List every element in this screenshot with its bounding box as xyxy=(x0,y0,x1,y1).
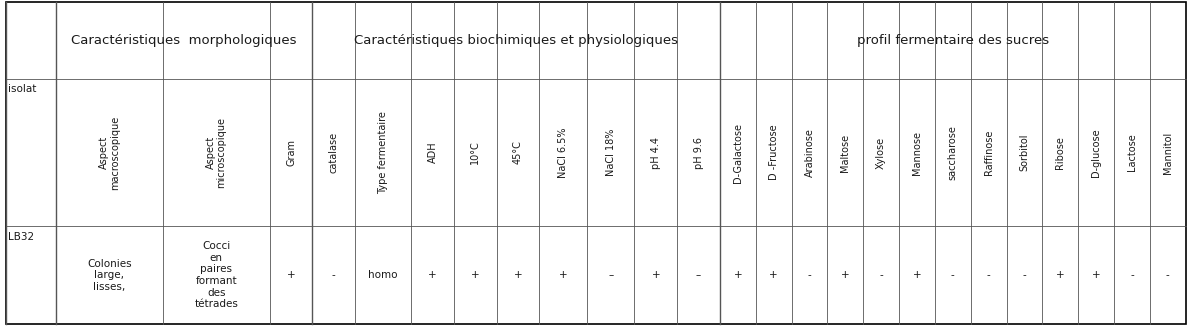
Text: -: - xyxy=(1023,270,1026,280)
Text: +: + xyxy=(513,270,523,280)
Text: +: + xyxy=(286,270,296,280)
Text: Arabinose: Arabinose xyxy=(804,128,815,177)
Text: +: + xyxy=(558,270,568,280)
Text: +: + xyxy=(733,270,742,280)
Text: ADH: ADH xyxy=(428,142,437,163)
Text: LB32: LB32 xyxy=(8,232,34,243)
Text: Maltose: Maltose xyxy=(840,133,851,171)
Text: Caractéristiques biochimiques et physiologiques: Caractéristiques biochimiques et physiol… xyxy=(354,34,678,47)
Text: Ribose: Ribose xyxy=(1055,136,1066,169)
Text: -: - xyxy=(879,270,883,280)
Text: 45°C: 45°C xyxy=(513,141,523,164)
Text: isolat: isolat xyxy=(8,84,37,94)
Text: Caractéristiques  morphologiques: Caractéristiques morphologiques xyxy=(71,34,297,47)
Text: saccharose: saccharose xyxy=(948,125,958,180)
Text: +: + xyxy=(470,270,480,280)
Text: NaCl 18%: NaCl 18% xyxy=(606,129,615,176)
Text: -: - xyxy=(950,270,955,280)
Text: +: + xyxy=(912,270,921,280)
Text: Mannitol: Mannitol xyxy=(1163,131,1173,174)
Text: NaCl 6.5%: NaCl 6.5% xyxy=(558,127,568,178)
Text: profil fermentaire des sucres: profil fermentaire des sucres xyxy=(857,34,1049,47)
Text: -: - xyxy=(808,270,811,280)
Text: D -Fructose: D -Fructose xyxy=(769,125,778,180)
Text: Aspect
macroscopique: Aspect macroscopique xyxy=(99,115,120,190)
Text: -: - xyxy=(1130,270,1133,280)
Text: -: - xyxy=(987,270,991,280)
Text: 10°C: 10°C xyxy=(470,141,480,164)
Text: catalase: catalase xyxy=(329,132,339,173)
Text: Lactose: Lactose xyxy=(1127,134,1137,171)
Text: +: + xyxy=(428,270,437,280)
Text: -: - xyxy=(331,270,336,280)
Text: pH 9.6: pH 9.6 xyxy=(694,137,703,169)
Text: –: – xyxy=(608,270,613,280)
Text: +: + xyxy=(770,270,778,280)
Text: -: - xyxy=(1165,270,1170,280)
Text: +: + xyxy=(1056,270,1064,280)
Text: Xylose: Xylose xyxy=(876,137,886,169)
Text: Gram: Gram xyxy=(286,139,296,166)
Text: D-glucose: D-glucose xyxy=(1091,128,1101,177)
Text: Colonies
large,
lisses,: Colonies large, lisses, xyxy=(87,259,132,292)
Text: Cocci
en
paires
formant
des
tétrades: Cocci en paires formant des tétrades xyxy=(195,241,238,309)
Text: D-Galactose: D-Galactose xyxy=(733,123,742,183)
Text: +: + xyxy=(651,270,661,280)
Text: pH 4.4: pH 4.4 xyxy=(651,137,661,169)
Text: +: + xyxy=(1092,270,1100,280)
Text: +: + xyxy=(841,270,849,280)
Text: Type fermentaire: Type fermentaire xyxy=(378,111,388,194)
Text: homo: homo xyxy=(368,270,398,280)
Text: Sorbitol: Sorbitol xyxy=(1019,134,1030,171)
Text: –: – xyxy=(696,270,701,280)
Text: Aspect
microscopique: Aspect microscopique xyxy=(206,117,227,188)
Text: Raffinose: Raffinose xyxy=(984,130,993,175)
Text: Mannose: Mannose xyxy=(912,130,922,174)
